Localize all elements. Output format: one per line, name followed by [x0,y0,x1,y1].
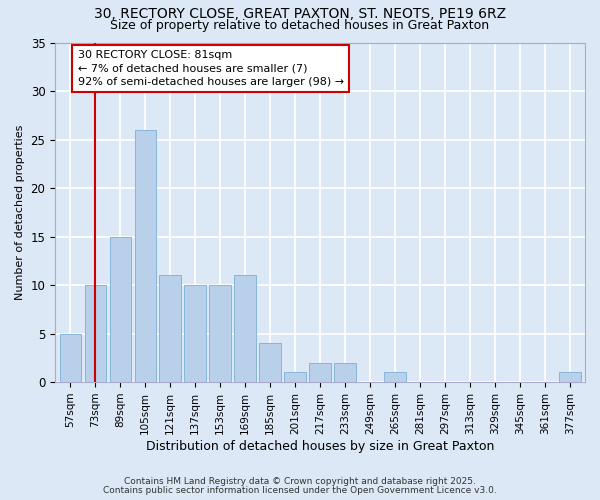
Bar [334,362,356,382]
Bar [184,285,206,382]
Text: Size of property relative to detached houses in Great Paxton: Size of property relative to detached ho… [110,19,490,32]
Bar [134,130,156,382]
Bar [85,285,106,382]
Bar [559,372,581,382]
Y-axis label: Number of detached properties: Number of detached properties [15,124,25,300]
X-axis label: Distribution of detached houses by size in Great Paxton: Distribution of detached houses by size … [146,440,494,452]
Text: 30 RECTORY CLOSE: 81sqm
← 7% of detached houses are smaller (7)
92% of semi-deta: 30 RECTORY CLOSE: 81sqm ← 7% of detached… [77,50,344,86]
Text: Contains public sector information licensed under the Open Government Licence v3: Contains public sector information licen… [103,486,497,495]
Text: Contains HM Land Registry data © Crown copyright and database right 2025.: Contains HM Land Registry data © Crown c… [124,477,476,486]
Bar [59,334,81,382]
Bar [110,236,131,382]
Bar [259,344,281,382]
Bar [310,362,331,382]
Bar [235,276,256,382]
Bar [385,372,406,382]
Bar [284,372,306,382]
Bar [209,285,231,382]
Bar [160,276,181,382]
Text: 30, RECTORY CLOSE, GREAT PAXTON, ST. NEOTS, PE19 6RZ: 30, RECTORY CLOSE, GREAT PAXTON, ST. NEO… [94,8,506,22]
